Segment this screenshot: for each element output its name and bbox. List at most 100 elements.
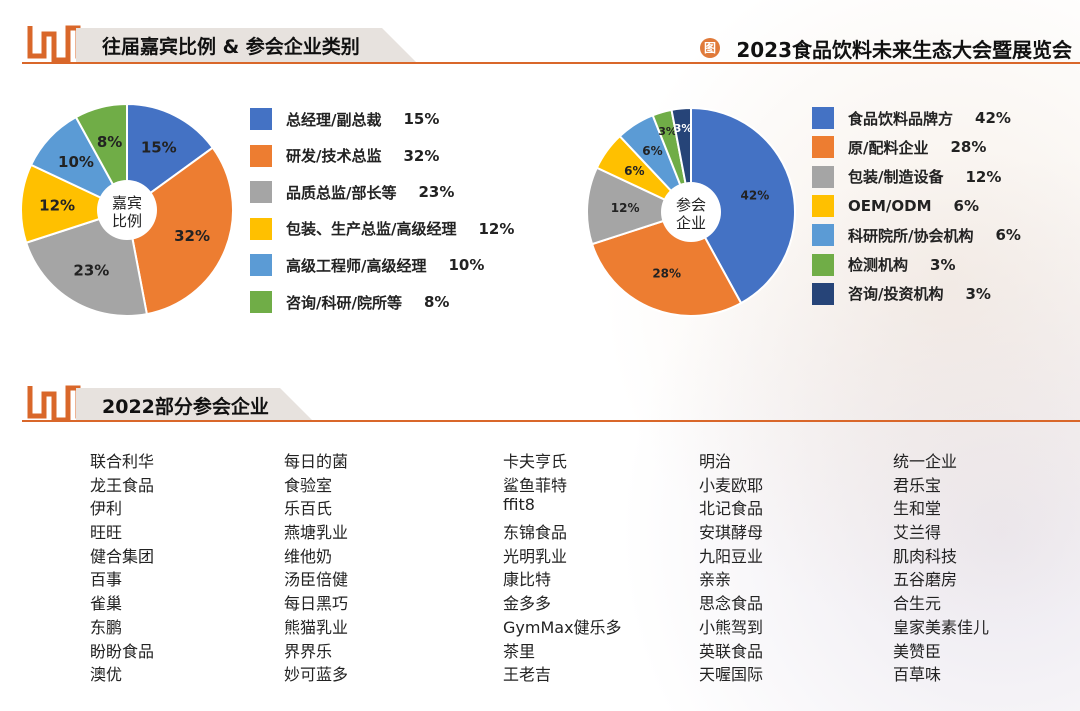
section-divider	[22, 62, 1080, 64]
pie-data-label: 10%	[58, 153, 94, 171]
company-name: 君乐宝	[893, 475, 942, 495]
legend-percent: 42%	[975, 109, 1011, 127]
guest-ratio-pie-chart: 15% 32% 23% 12% 10%8% 嘉宾比例	[20, 102, 234, 317]
legend-label: 咨询/科研/院所等	[286, 293, 402, 312]
legend-label: 原/配料企业	[848, 138, 929, 157]
pie-data-label: 8%	[97, 133, 122, 151]
pie-data-label: 15%	[141, 139, 177, 157]
company-name: 盼盼食品	[90, 641, 155, 661]
company-name: 王老吉	[503, 665, 552, 685]
legend-label: 咨询/投资机构	[848, 285, 944, 304]
legend-swatch	[812, 136, 834, 159]
company-category-pie-chart: 42% 28% 12% 6% 6% 3%3% 参会企业	[586, 106, 796, 317]
legend-label: OEM/ODM	[848, 196, 932, 215]
pie-data-label: 3%	[658, 125, 677, 138]
company-name: 艾兰得	[893, 523, 942, 543]
legend-percent: 8%	[423, 293, 450, 311]
legend-percent: 28%	[950, 138, 987, 157]
legend-label: 研发/技术总监	[286, 147, 382, 166]
pie-data-label: 3%	[674, 122, 693, 135]
company-name: 维他奶	[284, 546, 333, 566]
legend-label: 食品饮料品牌方	[848, 109, 954, 128]
company-name: 合生元	[893, 594, 942, 614]
company-name: 燕塘乳业	[284, 523, 349, 543]
company-name: 熊猫乳业	[284, 617, 349, 637]
company-category-legend: 食品饮料品牌方 42% 原/配料企业 28% 包装/制造设备 12% OEM/ODM 6% 科研…	[812, 107, 1072, 317]
company-name: 百草味	[893, 665, 942, 685]
pie-slice	[126, 102, 215, 212]
company-name: 伊利	[90, 499, 123, 519]
legend-item: 包装/制造设备 12%	[812, 165, 1001, 188]
legend-swatch	[812, 107, 834, 129]
company-name: 食验室	[284, 475, 333, 495]
section-header-companies: 2022部分参会企业	[0, 380, 1080, 426]
legend-item: 品质总监/部长等 23%	[250, 181, 455, 204]
legend-swatch	[812, 194, 834, 217]
pie-data-label: 23%	[73, 261, 109, 279]
company-name: 亲亲	[699, 570, 732, 590]
company-name: 小熊驾到	[699, 617, 764, 637]
legend-percent: 6%	[995, 226, 1021, 245]
section-header-band	[76, 388, 314, 422]
company-name: 界界乐	[284, 641, 333, 661]
company-name: GymMax健乐多	[503, 617, 622, 637]
legend-percent: 12%	[478, 219, 515, 238]
company-name: 每日黑巧	[284, 594, 349, 614]
legend-item: 科研院所/协会机构 6%	[812, 224, 1021, 247]
legend-item: 总经理/副总裁 15%	[250, 108, 439, 130]
company-column-5: 统一企业 君乐宝 生和堂 艾兰得 肌肉科技 五谷磨房 合生元 皇家美素佳儿 美赞…	[893, 448, 989, 685]
company-name: 统一企业	[893, 452, 958, 471]
legend-percent: 3%	[930, 255, 956, 274]
legend-swatch	[250, 217, 272, 240]
company-list: 联合利华 龙王食品 伊利 旺旺 健合集团 百事 雀巢 东鹏 盼盼食品 澳优 每日…	[0, 448, 1080, 698]
company-name: 东鹏	[90, 617, 123, 637]
pie-slice	[586, 166, 694, 246]
company-name: 光明乳业	[503, 546, 568, 566]
pie-center-label: 参会企业	[676, 196, 706, 232]
legend-label: 品质总监/部长等	[286, 183, 397, 202]
legend-item: OEM/ODM 6%	[812, 194, 980, 217]
pie-slice	[690, 106, 796, 305]
company-name: 五谷磨房	[893, 570, 958, 590]
pie-slice	[125, 146, 234, 316]
company-name: 皇家美素佳儿	[893, 617, 990, 637]
legend-percent: 23%	[418, 183, 455, 202]
legend-item: 咨询/投资机构 3%	[812, 282, 991, 305]
section-title-companies: 2022部分参会企业	[102, 396, 269, 418]
legend-item: 研发/技术总监 32%	[250, 144, 439, 167]
pie-center-label: 嘉宾比例	[112, 194, 142, 230]
legend-label: 检测机构	[848, 256, 909, 274]
event-title: 2023食品饮料未来生态大会暨展览会	[736, 38, 1072, 62]
company-name: 生和堂	[893, 499, 942, 519]
pie-data-label: 6%	[624, 164, 644, 178]
pie-data-label: 12%	[39, 197, 75, 215]
section-divider	[22, 420, 1080, 422]
company-name: 九阳豆业	[699, 546, 764, 566]
legend-item: 检测机构 3%	[812, 253, 956, 276]
pie-data-label: 6%	[642, 144, 662, 158]
company-name: 茶里	[503, 641, 536, 661]
company-name: 每日的菌	[284, 452, 349, 471]
legend-percent: 6%	[953, 196, 980, 215]
company-name: 北记食品	[699, 499, 764, 519]
legend-item: 原/配料企业 28%	[812, 136, 987, 159]
legend-swatch	[250, 108, 272, 130]
company-name: 百事	[90, 570, 123, 590]
company-column-1: 联合利华 龙王食品 伊利 旺旺 健合集团 百事 雀巢 东鹏 盼盼食品 澳优	[90, 448, 154, 685]
legend-swatch	[250, 144, 272, 167]
company-column-4: 明治 小麦欧耶 北记食品 安琪酵母 九阳豆业 亲亲 思念食品 小熊驾到 英联食品…	[699, 448, 763, 685]
company-column-2: 每日的菌 食验室 乐百氏 燕塘乳业 维他奶 汤臣倍健 每日黑巧 熊猫乳业 界界乐…	[284, 448, 348, 685]
legend-item: 食品饮料品牌方 42%	[812, 107, 1011, 129]
section-title-guests: 往届嘉宾比例 & 参会企业类别	[102, 36, 360, 58]
company-name: 龙王食品	[90, 475, 155, 495]
section-header-band	[76, 28, 416, 62]
legend-swatch	[812, 165, 834, 188]
company-name: 小麦欧耶	[699, 475, 764, 495]
legend-percent: 10%	[448, 256, 485, 275]
legend-label: 包装/制造设备	[848, 168, 944, 187]
pie-data-label: 42%	[741, 189, 770, 203]
pie-data-label: 28%	[652, 266, 681, 280]
company-column-3: 卡夫亨氏 鲨鱼菲特 ffit8 东锦食品 光明乳业 康比特 金多多 GymMax…	[503, 448, 622, 685]
company-name: 鲨鱼菲特	[503, 475, 568, 495]
company-name: 康比特	[503, 570, 552, 590]
